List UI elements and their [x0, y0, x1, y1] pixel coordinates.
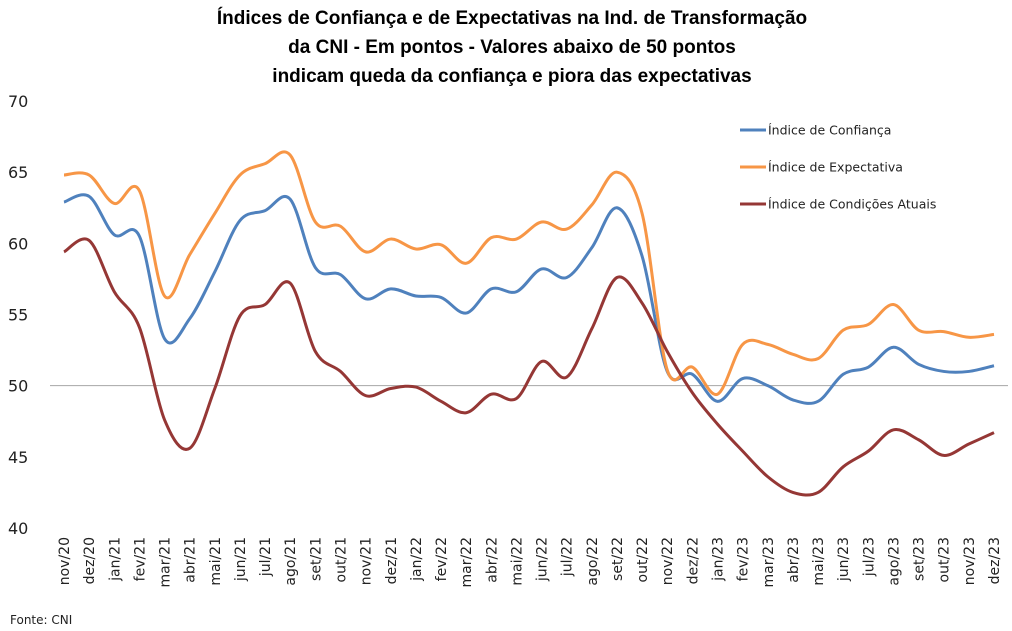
x-tick-label: abr/22: [484, 537, 500, 583]
y-tick-label: 65: [8, 163, 28, 182]
y-tick-label: 60: [8, 234, 28, 253]
x-tick-label: mar/22: [459, 537, 475, 588]
x-tick-label: ago/23: [886, 537, 902, 586]
x-tick-label: fev/22: [434, 537, 450, 581]
x-tick-label: jun/22: [535, 537, 551, 582]
x-tick-label: jun/21: [233, 537, 249, 582]
y-tick-label: 45: [8, 448, 28, 467]
y-tick-label: 40: [8, 519, 28, 538]
x-tick-label: mai/22: [509, 537, 525, 586]
x-tick-label: set/21: [308, 537, 324, 581]
x-tick-label: ago/22: [585, 537, 601, 586]
x-tick-label: mai/21: [208, 537, 224, 586]
x-tick-label: dez/21: [384, 537, 400, 584]
y-tick-label: 50: [8, 377, 28, 396]
x-tick-label: out/23: [937, 537, 953, 582]
chart-title-line-1: Índices de Confiança e de Expectativas n…: [217, 7, 807, 29]
x-tick-label: nov/22: [660, 537, 676, 585]
series-line-indice-de-confianca: [63, 193, 995, 405]
x-tick-label: abr/23: [786, 537, 802, 583]
x-tick-label: jul/22: [560, 537, 576, 577]
x-tick-label: mar/21: [158, 537, 174, 588]
chart-title-line-2: da CNI - Em pontos - Valores abaixo de 5…: [288, 37, 736, 58]
legend-label: Índice de Condições Atuais: [768, 197, 936, 212]
series-line-indice-de-condicoes-atuais: [63, 237, 995, 497]
x-tick-label: fev/21: [132, 537, 148, 581]
series-line-indice-de-expectativa: [63, 150, 995, 396]
chart-title-line-3: indicam queda da confiança e piora das e…: [272, 66, 751, 87]
x-tick-label: mai/23: [811, 537, 827, 586]
x-tick-label: jul/21: [258, 537, 274, 577]
x-tick-label: ago/21: [283, 537, 299, 586]
x-tick-label: out/22: [635, 537, 651, 582]
x-tick-label: dez/23: [987, 537, 1003, 584]
x-tick-label: out/21: [333, 537, 349, 582]
x-tick-label: nov/21: [359, 537, 375, 585]
legend-label: Índice de Expectativa: [768, 160, 903, 175]
x-tick-label: fev/23: [736, 537, 752, 581]
x-tick-label: jan/23: [711, 537, 727, 582]
legend-label: Índice de Confiança: [768, 123, 891, 138]
x-tick-label: set/22: [610, 537, 626, 581]
x-tick-label: set/23: [912, 537, 928, 581]
x-tick-label: mar/23: [761, 537, 777, 588]
x-tick-label: nov/20: [57, 537, 73, 585]
y-tick-label: 55: [8, 306, 28, 325]
x-tick-label: jan/22: [409, 537, 425, 582]
x-tick-label: nov/23: [962, 537, 978, 585]
x-tick-label: jan/21: [107, 537, 123, 582]
x-tick-label: jun/23: [836, 537, 852, 582]
source-note: Fonte: CNI: [10, 613, 72, 627]
x-tick-label: jul/23: [861, 537, 877, 577]
x-tick-label: dez/20: [82, 537, 98, 584]
x-tick-label: dez/22: [685, 537, 701, 584]
x-tick-label: abr/21: [183, 537, 199, 583]
y-tick-label: 70: [8, 92, 28, 111]
